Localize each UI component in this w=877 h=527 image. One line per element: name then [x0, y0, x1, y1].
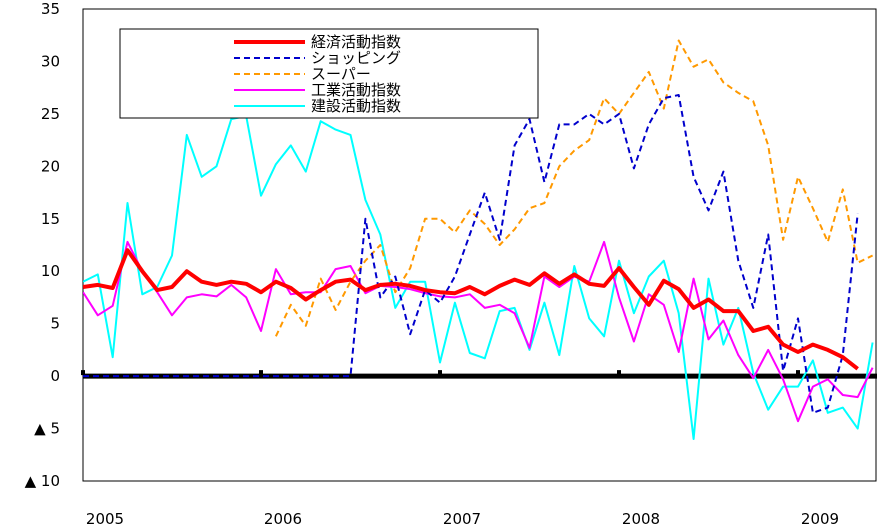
y-tick-label: 0: [50, 367, 60, 385]
legend-label-1: ショッピング: [311, 49, 401, 67]
y-tick-label: 5: [50, 315, 60, 333]
legend-label-0: 経済活動指数: [311, 33, 401, 51]
x-tick-label: 2008: [622, 510, 660, 527]
x-tick-label: 2007: [443, 510, 481, 527]
series-line-3: [83, 240, 874, 423]
y-tick-label: 10: [41, 262, 60, 280]
series-line-2: [274, 39, 874, 337]
y-tick-label: ▲ 10: [25, 472, 60, 490]
year-tick-mark: [796, 370, 800, 376]
y-tick-label: 25: [41, 105, 60, 123]
y-tick-label: ▲ 5: [34, 420, 60, 438]
year-tick-mark: [438, 370, 442, 376]
x-axis-tick-labels: 2005 2006 2007 2008 2009: [86, 510, 839, 527]
plot-frame: [82, 8, 877, 482]
y-tick-label: 15: [41, 210, 60, 228]
y-tick-label: 30: [41, 52, 60, 70]
x-tick-label: 2006: [264, 510, 302, 527]
plot-area-border: [82, 8, 877, 482]
y-tick-label: 35: [41, 0, 60, 18]
legend-label-4: 建設活動指数: [311, 97, 401, 115]
year-tick-mark: [259, 370, 263, 376]
series-line-0: [83, 248, 859, 371]
year-tick-mark: [81, 370, 85, 376]
x-tick-label: 2005: [86, 510, 124, 527]
series-lines: [83, 39, 874, 440]
legend-label-3: 工業活動指数: [311, 81, 401, 99]
legend-box: [119, 28, 539, 119]
y-axis-tick-labels: 35 30 25 20 15 10 5 0 ▲ 5 ▲ 10: [25, 0, 60, 490]
series-line-1: [83, 94, 859, 414]
year-tick-mark: [617, 370, 621, 376]
y-tick-label: 20: [41, 157, 60, 175]
legend-label-2: スーパー: [311, 65, 371, 83]
series-line-4: [83, 115, 874, 440]
x-tick-label: 2009: [801, 510, 839, 527]
